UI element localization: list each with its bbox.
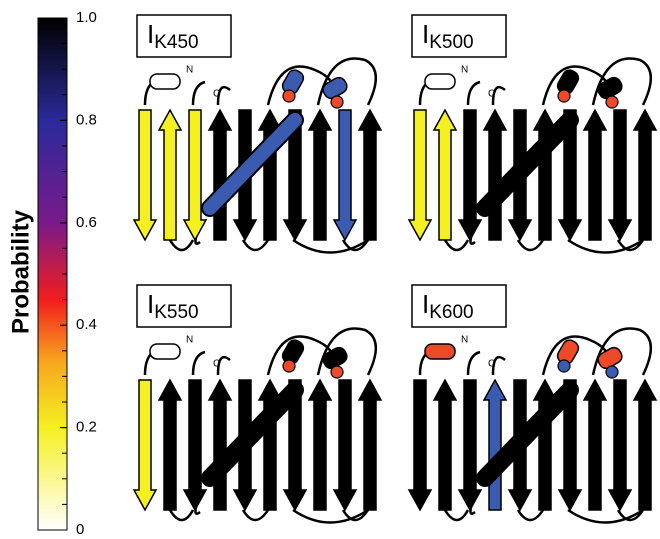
beta-strand (157, 108, 183, 241)
c-label: C (488, 89, 495, 100)
panel-label-box (411, 284, 507, 328)
topology-panel: N C IK600 (407, 284, 658, 524)
beta-strand (432, 108, 458, 241)
beta-strand (607, 109, 633, 242)
tick-label: 0.6 (76, 214, 97, 231)
tick-label: 0.4 (76, 316, 97, 333)
beta-strand (432, 378, 458, 511)
panel-label-box (136, 284, 232, 328)
c-label: C (488, 359, 495, 370)
panel-label: IK450 (147, 19, 199, 53)
n-helix (149, 73, 181, 90)
tick-label: 1.0 (76, 9, 97, 26)
beta-strand (457, 109, 483, 242)
n-label: N (186, 65, 193, 76)
beta-strand (582, 108, 608, 241)
beta-strand (207, 378, 233, 511)
beta-strand (307, 108, 333, 241)
beta-strand (132, 109, 158, 242)
helix (203, 113, 302, 215)
panel-label-box (411, 14, 507, 58)
panel-label-sub: K500 (429, 32, 473, 53)
residue-dot (557, 359, 571, 373)
residue-dot (605, 95, 619, 109)
panel-label: IK550 (147, 289, 199, 323)
small-helix (597, 76, 623, 100)
small-helix (322, 346, 348, 370)
tick-label: 0.8 (76, 111, 97, 128)
beta-strand (207, 108, 233, 241)
c-label: C (213, 89, 220, 100)
topology-panel: N C IK450 (132, 14, 383, 254)
n-label: N (186, 335, 193, 346)
residue-dot (605, 365, 619, 379)
panel-label-main: I (422, 19, 429, 49)
tick-label: 0 (76, 521, 84, 538)
c-label: C (213, 359, 220, 370)
beta-strand (282, 109, 308, 242)
panel-label: IK600 (422, 289, 474, 323)
panel-label-sub: K600 (429, 302, 473, 323)
beta-strand (357, 108, 383, 241)
beta-strand (332, 379, 358, 512)
panel-label-main: I (147, 289, 154, 319)
beta-strand (307, 378, 333, 511)
n-helix (424, 343, 456, 360)
beta-strand (332, 109, 358, 242)
beta-strand (407, 379, 433, 512)
n-helix (149, 343, 181, 360)
n-helix (424, 73, 456, 90)
beta-strand (482, 378, 508, 511)
topology-panel: N C IK550 (132, 284, 383, 524)
beta-strand (607, 379, 633, 512)
beta-strand (582, 378, 608, 511)
small-helix (322, 76, 348, 100)
beta-strand (182, 379, 208, 512)
residue-dot (282, 89, 296, 103)
panel-label-main: I (422, 289, 429, 319)
panel-label-sub: K550 (154, 302, 198, 323)
helix (478, 113, 577, 215)
beta-strand (632, 378, 658, 511)
residue-dot (330, 365, 344, 379)
beta-strand (182, 109, 208, 242)
helix (478, 383, 577, 485)
beta-strand (457, 379, 483, 512)
beta-strand (407, 109, 433, 242)
small-helix (597, 346, 623, 370)
beta-strand (132, 379, 158, 512)
beta-strand (357, 378, 383, 511)
n-label: N (461, 65, 468, 76)
residue-dot (330, 95, 344, 109)
beta-strand (157, 378, 183, 511)
beta-strand (557, 109, 583, 242)
residue-dot (557, 89, 571, 103)
panel-label-box (136, 14, 232, 58)
residue-dot (282, 359, 296, 373)
topology-panel: N C IK500 (407, 14, 658, 254)
beta-strand (557, 379, 583, 512)
beta-strand (632, 108, 658, 241)
colorbar-label: Probability (7, 209, 34, 334)
panel-label-main: I (147, 19, 154, 49)
tick-label: 0.2 (76, 419, 97, 436)
panel-label: IK500 (422, 19, 474, 53)
n-label: N (461, 335, 468, 346)
beta-strand (482, 108, 508, 241)
panel-label-sub: K450 (154, 32, 198, 53)
beta-strand (282, 379, 308, 512)
helix (203, 383, 302, 485)
